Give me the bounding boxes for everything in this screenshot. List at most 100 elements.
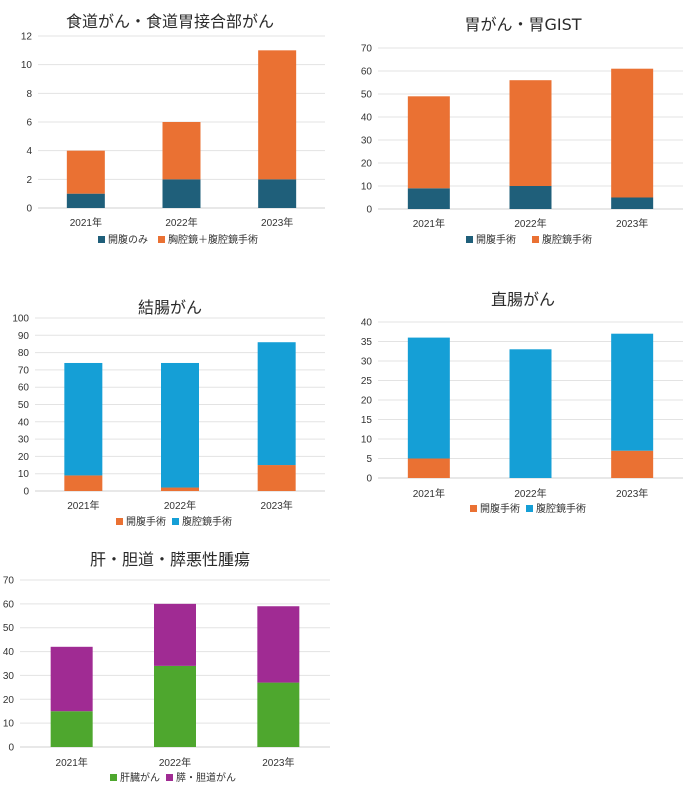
bar-segment [258, 50, 297, 180]
y-tick-label: 8 [26, 89, 32, 100]
x-tick-label: 2021年 [413, 487, 445, 500]
y-tick-label: 0 [366, 205, 372, 216]
y-tick-label: 0 [366, 474, 372, 485]
x-tick-label: 2021年 [56, 756, 88, 769]
y-tick-label: 20 [18, 452, 30, 463]
y-tick-label: 10 [18, 469, 30, 480]
chart-gastric: 胃がん・胃GIST 0 10 20 30 40 50 60 70 2021年 2022年 2023年開… [348, 0, 698, 260]
x-tick-label: 2022年 [514, 217, 546, 230]
y-tick-label: 40 [361, 318, 373, 329]
bar-segment [161, 362, 199, 488]
chart-title: 食道がん・食道胃接合部がん [66, 12, 274, 31]
y-tick-label: 12 [21, 32, 33, 43]
chart-title: 結腸がん [138, 298, 202, 317]
bar-segment [407, 458, 450, 478]
chart-colon-svg: 結腸がん 0 10 20 30 40 50 60 70 80 90 100 2021年 2022年 2023… [12, 298, 325, 528]
bar-segment [154, 665, 196, 747]
y-tick-label: 50 [18, 400, 30, 411]
y-tick-label: 30 [18, 435, 30, 446]
bar-segment [154, 603, 196, 666]
legend-label: 開腹のみ [108, 233, 148, 246]
y-tick-label: 50 [361, 90, 373, 101]
legend-swatch [172, 518, 179, 525]
chart-hbp-svg: 肝・胆道・膵悪性腫瘍 0 10 20 30 40 50 60 70 2021年 2022年 2023年… [3, 550, 330, 784]
x-tick-label: 2023年 [261, 216, 293, 229]
y-tick-label: 20 [361, 396, 373, 407]
bar-segment [611, 450, 654, 478]
y-tick-label: 90 [18, 331, 30, 342]
legend-swatch [166, 774, 173, 781]
legend-swatch [98, 236, 105, 243]
x-tick-label: 2023年 [616, 487, 648, 500]
legend-label: 肝臓がん [120, 771, 160, 784]
y-tick-label: 100 [12, 314, 29, 325]
legend-label: 開腹手術 [480, 502, 520, 515]
bar-segment [161, 487, 199, 491]
y-tick-label: 40 [18, 417, 30, 428]
legend-label: 腹腔鏡手術 [182, 515, 232, 528]
bar-segment [407, 188, 450, 209]
y-tick-label: 35 [361, 337, 373, 348]
bar-segment [407, 96, 450, 189]
y-tick-label: 0 [26, 204, 32, 215]
y-tick-label: 40 [3, 647, 15, 658]
chart-title: 直腸がん [491, 290, 555, 309]
chart-title: 肝・胆道・膵悪性腫瘍 [90, 550, 250, 569]
chart-rectal: 直腸がん 0 5 10 15 20 25 30 35 40 2021年 2022年 2023年 開腹手術 腹… [348, 280, 698, 540]
bar-segment [257, 606, 300, 683]
legend-swatch [466, 236, 473, 243]
y-tick-label: 60 [3, 599, 15, 610]
bar-segment [258, 179, 297, 208]
legend-label: 胸腔鏡＋腹腔鏡手術 [168, 233, 258, 246]
y-tick-label: 40 [361, 113, 373, 124]
bar-segment [257, 342, 296, 466]
chart-hbp: 肝・胆道・膵悪性腫瘍 0 10 20 30 40 50 60 70 2021年 2022年 2023年… [0, 540, 345, 798]
y-tick-label: 10 [21, 60, 33, 71]
legend-label: 腹腔鏡手術 [536, 502, 586, 515]
bar-segment [162, 179, 201, 208]
bar-segment [162, 122, 201, 180]
y-tick-label: 20 [3, 695, 15, 706]
x-tick-label: 2021年 [67, 499, 99, 512]
y-tick-label: 50 [3, 623, 15, 634]
bar-segment [66, 193, 105, 208]
bar-segment [611, 197, 654, 209]
legend-swatch [526, 505, 533, 512]
legend-label: 開腹手術 [126, 515, 166, 528]
y-tick-label: 20 [361, 159, 373, 170]
x-tick-label: 2023年 [616, 217, 648, 230]
bar-segment [64, 362, 103, 476]
y-tick-label: 80 [18, 348, 30, 359]
legend-swatch [116, 518, 123, 525]
bar-segment [257, 682, 300, 747]
bar-segment [50, 646, 93, 712]
bar-segment [509, 349, 552, 478]
bar-segment [64, 475, 103, 491]
x-tick-label: 2023年 [262, 756, 294, 769]
bar-segment [257, 465, 296, 491]
chart-colon: 結腸がん 0 10 20 30 40 50 60 70 80 90 100 2021年 2022年 2023… [0, 280, 340, 540]
y-tick-label: 60 [18, 383, 30, 394]
legend-label: 腹腔鏡手術 [542, 233, 592, 246]
y-tick-label: 70 [18, 365, 30, 376]
bar-segment [66, 150, 105, 194]
legend-swatch [470, 505, 477, 512]
bar-segment [509, 186, 552, 209]
chart-esophageal: 食道がん・食道胃接合部がん 0 2 4 6 8 10 12 2021年 2022年 2023年 開腹の… [0, 0, 340, 260]
x-tick-label: 2022年 [165, 216, 197, 229]
y-tick-label: 0 [8, 743, 14, 754]
legend-swatch [532, 236, 539, 243]
y-tick-label: 10 [3, 719, 15, 730]
y-tick-label: 70 [3, 576, 15, 587]
legend-swatch [158, 236, 165, 243]
y-tick-label: 30 [361, 136, 373, 147]
y-tick-label: 4 [26, 146, 32, 157]
y-tick-label: 15 [361, 415, 373, 426]
y-tick-label: 70 [361, 44, 373, 55]
chart-title: 胃がん・胃GIST [464, 15, 581, 34]
x-tick-label: 2022年 [514, 487, 546, 500]
bar-segment [509, 80, 552, 186]
y-tick-label: 10 [361, 182, 373, 193]
y-tick-label: 25 [361, 376, 373, 387]
